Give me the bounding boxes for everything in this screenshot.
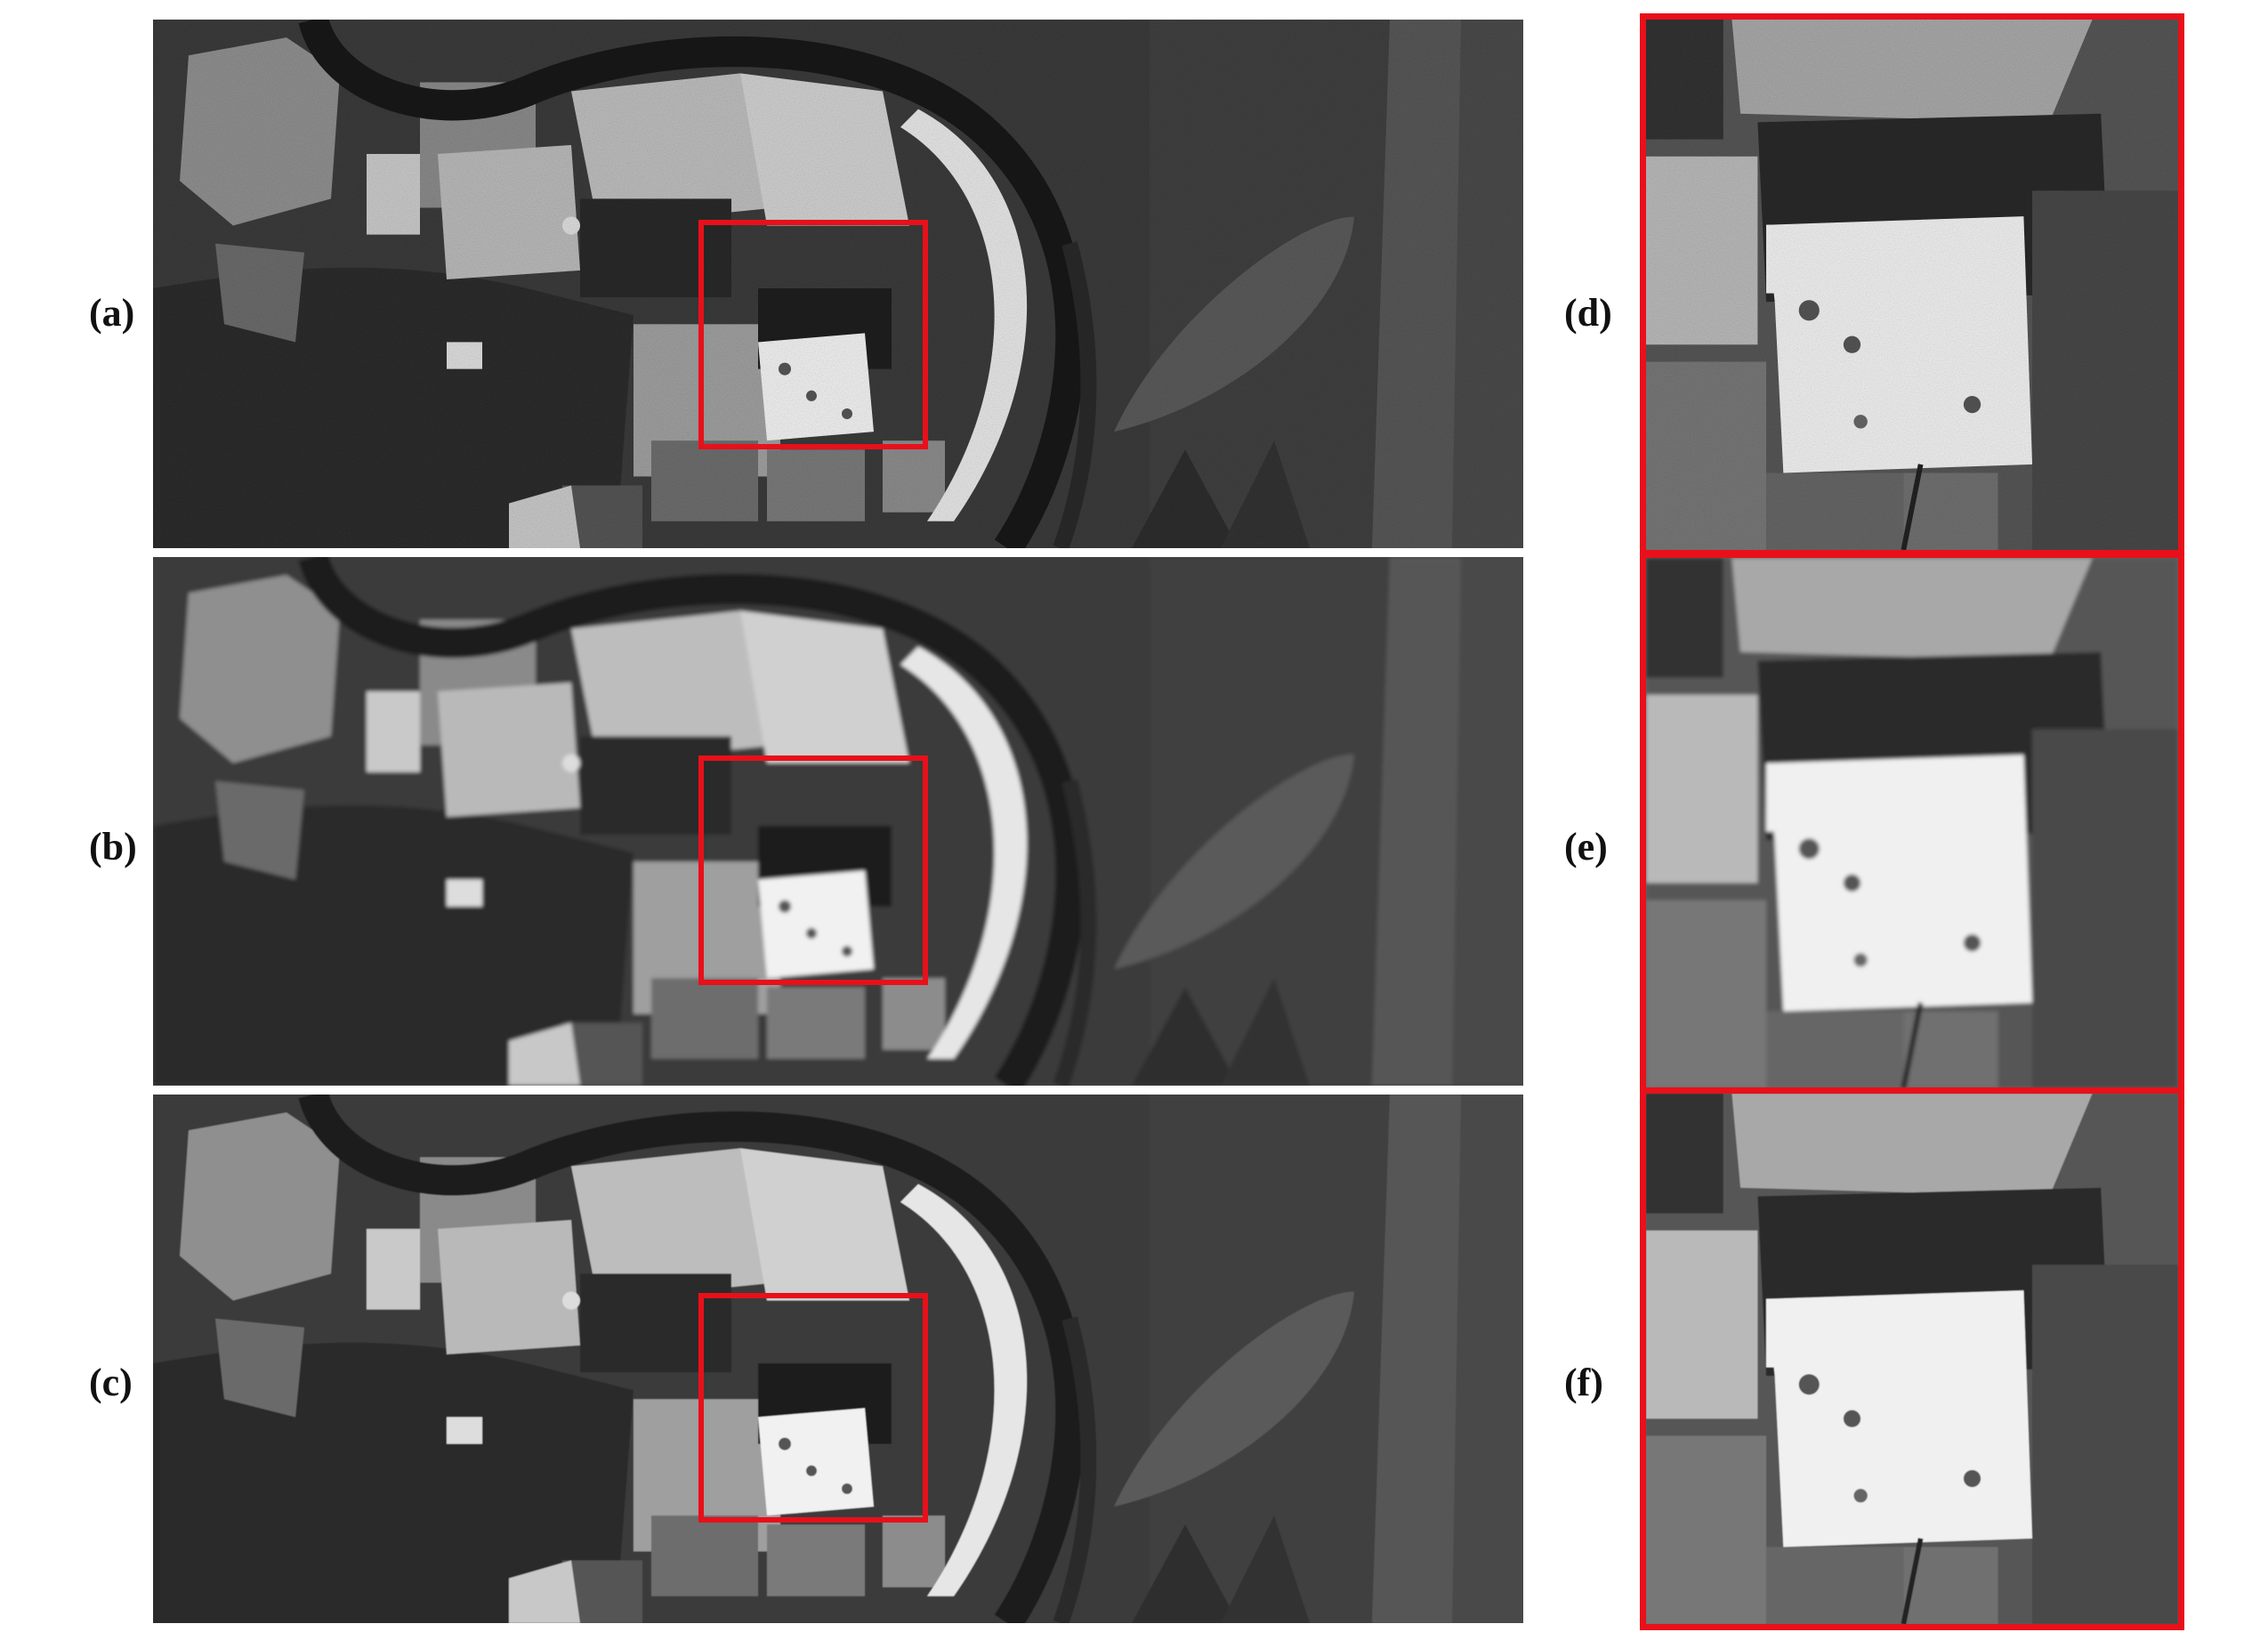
zoom-panel-e [1640, 552, 2184, 1095]
label-f: (f) [1564, 1361, 1603, 1404]
label-d: (d) [1564, 291, 1612, 335]
image-panel-c [153, 1095, 1523, 1623]
label-c: (c) [89, 1361, 133, 1404]
zoom-panel-d [1640, 13, 2184, 556]
image-panel-b [153, 557, 1523, 1086]
label-a: (a) [89, 291, 135, 335]
label-e: (e) [1564, 825, 1608, 868]
label-b: (b) [89, 825, 137, 868]
zoom-panel-f [1640, 1087, 2184, 1630]
image-panel-a [153, 20, 1523, 548]
